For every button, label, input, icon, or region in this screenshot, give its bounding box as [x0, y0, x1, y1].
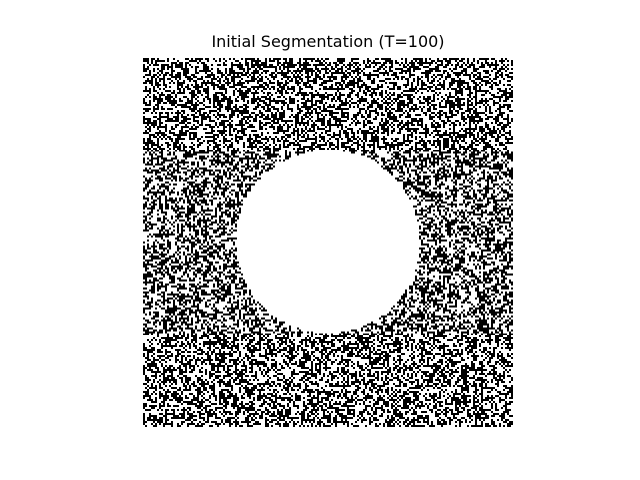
figure-title: Initial Segmentation (T=100): [211, 32, 445, 51]
segmentation-mask-canvas: [143, 58, 513, 427]
segmentation-image: [143, 58, 513, 427]
